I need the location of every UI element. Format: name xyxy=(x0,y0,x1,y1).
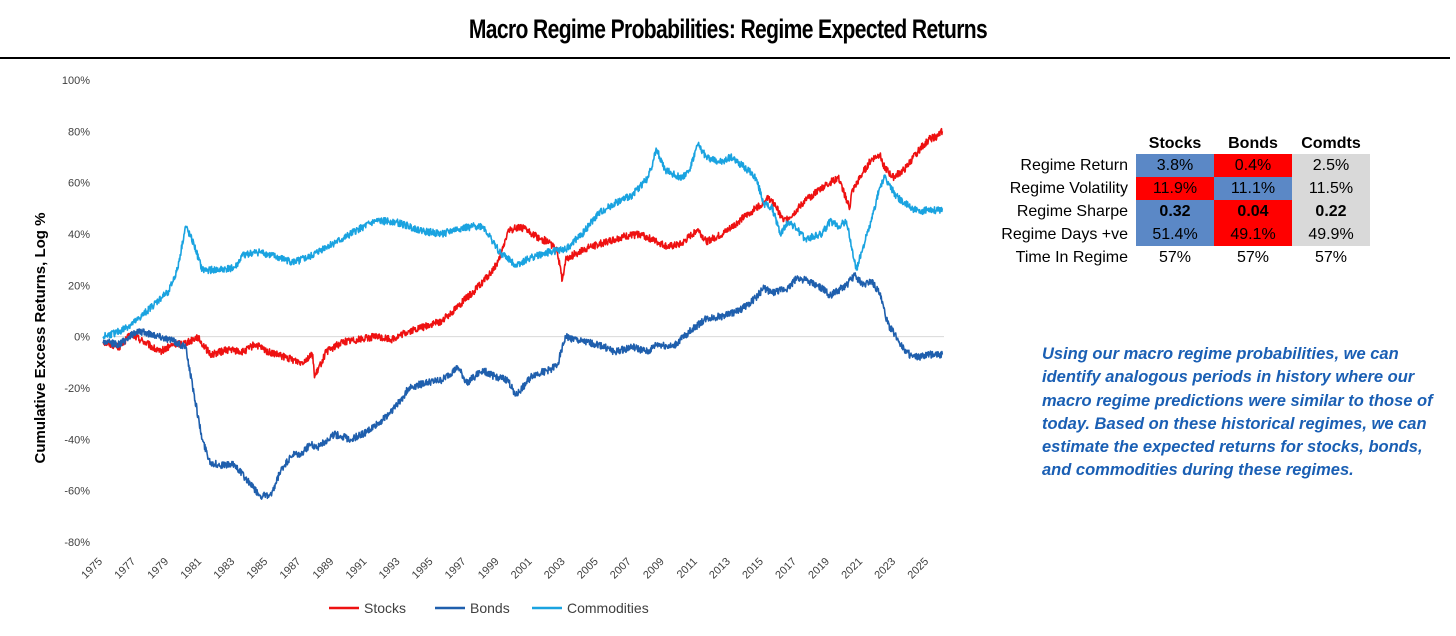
table-cell: 0.4% xyxy=(1214,154,1292,177)
table-cell: 49.1% xyxy=(1214,223,1292,246)
table-cell: 57% xyxy=(1158,248,1192,266)
y-tick-label: 100% xyxy=(62,75,90,87)
table-cell: 51.4% xyxy=(1136,223,1214,246)
legend-label-bonds: Bonds xyxy=(470,600,510,616)
table-cell: 57% xyxy=(1236,248,1270,266)
x-axis-ticks: 1975 1977 1979 1981 1983 1985 1987 1989 1991 1993… xyxy=(79,556,931,582)
x-tick-label: 2023 xyxy=(872,556,898,582)
x-tick-label: 2021 xyxy=(839,556,865,582)
table-row: Regime Return 3.8% 0.4% 2.5% xyxy=(974,154,1370,177)
table-cell: 11.5% xyxy=(1292,177,1370,200)
y-axis-label: Cumulative Excess Returns, Log % xyxy=(32,213,49,464)
y-tick-label: -80% xyxy=(64,537,90,549)
x-tick-label: 1995 xyxy=(410,556,436,582)
y-axis-ticks: -80% -60% -40% -20% 0% 20% 40% 60% 80% 100% xyxy=(62,75,90,549)
x-tick-label: 1997 xyxy=(443,556,469,582)
row-label: Regime Sharpe xyxy=(1016,202,1128,220)
x-tick-label: 1977 xyxy=(112,556,138,582)
table-row: Regime Volatility 11.9% 11.1% 11.5% xyxy=(974,177,1370,200)
table-cell: 0.04 xyxy=(1214,200,1292,223)
header-comdts: Comdts xyxy=(1301,134,1361,152)
table-header-row: Stocks Bonds Comdts xyxy=(974,133,1370,154)
x-tick-label: 2013 xyxy=(707,556,733,582)
table-row: Regime Sharpe 0.32 0.04 0.22 xyxy=(974,200,1370,223)
regime-stats-table: Stocks Bonds Comdts Regime Return 3.8% 0… xyxy=(974,133,1370,269)
series-line-stocks xyxy=(102,127,944,379)
x-tick-label: 1993 xyxy=(377,556,403,582)
table-cell: 11.9% xyxy=(1136,177,1214,200)
table-corner xyxy=(974,133,1136,154)
x-tick-label: 2003 xyxy=(542,556,568,582)
y-tick-label: -20% xyxy=(64,383,90,395)
x-tick-label: 1999 xyxy=(476,556,502,582)
legend-label-stocks: Stocks xyxy=(364,600,406,616)
table-cell: 3.8% xyxy=(1136,154,1214,177)
x-tick-label: 1979 xyxy=(145,556,171,582)
page-title: Macro Regime Probabilities: Regime Expec… xyxy=(468,14,988,44)
x-tick-label: 1991 xyxy=(344,556,370,582)
x-tick-label: 2019 xyxy=(806,556,832,582)
row-label: Time In Regime xyxy=(1015,248,1128,266)
x-tick-label: 2001 xyxy=(509,556,535,582)
commentary-note: Using our macro regime probabilities, we… xyxy=(1042,345,1433,480)
x-tick-label: 2009 xyxy=(641,556,667,582)
x-tick-label: 2015 xyxy=(740,556,766,582)
chart-legend: Stocks Bonds Commodities xyxy=(329,600,649,616)
table-cell: 2.5% xyxy=(1292,154,1370,177)
header-bonds: Bonds xyxy=(1228,134,1278,152)
y-tick-label: -40% xyxy=(64,434,90,446)
table-cell: 0.22 xyxy=(1292,200,1370,223)
x-tick-label: 2017 xyxy=(773,556,799,582)
y-tick-label: -60% xyxy=(64,486,90,498)
row-label: Regime Days +ve xyxy=(1001,225,1128,243)
x-tick-label: 1983 xyxy=(212,556,238,582)
x-tick-label: 2005 xyxy=(575,556,601,582)
x-tick-label: 1981 xyxy=(178,556,204,582)
y-tick-label: 20% xyxy=(68,280,90,292)
table-cell: 11.1% xyxy=(1214,177,1292,200)
x-tick-label: 1987 xyxy=(278,556,304,582)
table-cell: 0.32 xyxy=(1136,200,1214,223)
x-tick-label: 2025 xyxy=(905,556,931,582)
y-tick-label: 40% xyxy=(68,229,90,241)
title-divider xyxy=(0,57,1450,59)
legend-label-commodities: Commodities xyxy=(567,600,649,616)
x-tick-label: 1985 xyxy=(245,556,271,582)
y-tick-label: 60% xyxy=(68,178,90,190)
series-line-bonds xyxy=(102,272,944,500)
row-label: Regime Volatility xyxy=(1009,179,1128,197)
x-tick-label: 1975 xyxy=(79,556,105,582)
table-row: Regime Days +ve 51.4% 49.1% 49.9% xyxy=(974,223,1370,246)
chart-series xyxy=(102,127,944,500)
row-label: Regime Return xyxy=(1020,156,1128,174)
series-line-commodities xyxy=(102,141,944,340)
y-tick-label: 0% xyxy=(74,332,90,344)
header-stocks: Stocks xyxy=(1148,134,1202,152)
y-tick-label: 80% xyxy=(68,126,90,138)
table-cell: 49.9% xyxy=(1292,223,1370,246)
table-row: Time In Regime 57% 57% 57% xyxy=(974,246,1370,269)
x-tick-label: 2007 xyxy=(608,556,634,582)
x-tick-label: 1989 xyxy=(311,556,337,582)
cumulative-returns-chart: -80%-60%-40%-20%0%20%40%60%80%100% 1975 1… xyxy=(32,75,944,616)
x-tick-label: 2011 xyxy=(675,556,700,581)
table-cell: 57% xyxy=(1314,248,1348,266)
